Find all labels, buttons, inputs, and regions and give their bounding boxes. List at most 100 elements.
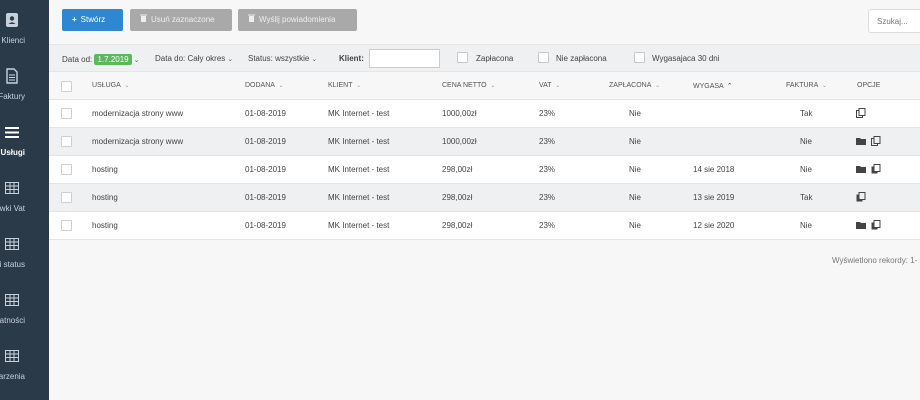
column-header-added[interactable]: Dodana ⌄ [245,82,284,89]
send-notifications-button[interactable]: Wyślij powiadomienia [238,9,357,31]
column-header-expires[interactable]: Wygasa ⌃ [693,83,733,90]
select-all-checkbox[interactable] [61,81,72,92]
column-header-client[interactable]: Klient ⌄ [328,82,362,89]
row-checkbox[interactable] [61,136,72,147]
row-checkbox[interactable] [61,164,72,175]
cell-service: hosting [92,165,118,174]
cell-service: hosting [92,221,118,230]
table-row[interactable]: hosting 01-08-2019 MK Internet - test 29… [49,212,920,240]
create-button[interactable]: + Stwórz [62,9,123,31]
table-icon [5,348,19,364]
cell-paid: Nie [629,193,642,202]
sidebar-item-faktury[interactable]: Faktury [0,56,49,112]
client-label: Klient: [339,54,364,63]
row-checkbox[interactable] [61,192,72,203]
cell-invoice: Tak [800,193,813,202]
records-info: Wyświetlono rekordy: 1- [832,256,918,265]
column-header-vat[interactable]: Vat ⌄ [539,82,561,89]
sidebar-item-platnosci[interactable]: Płatności [0,280,49,336]
sidebar-item-label: Usługi status [0,260,25,269]
create-button-label: Stwórz [80,15,106,24]
sidebar-item-zdarzenia[interactable]: Zdarzenia [0,336,49,392]
sidebar: Klienci Faktury Usługi Stawki Vat Usługi… [0,0,49,400]
date-to-value: Cały okres [187,54,226,63]
table-icon [5,292,19,308]
cell-expires: 12 sie 2020 [693,221,735,230]
cell-service: hosting [92,193,118,202]
sidebar-item-label: Faktury [0,92,25,101]
table-row[interactable]: hosting 01-08-2019 MK Internet - test 29… [49,184,920,212]
date-from-label: Data od: [62,55,93,64]
cell-service: modernizacja strony www [92,137,184,146]
client-input[interactable] [369,49,440,68]
delete-selected-button[interactable]: Usuń zaznaczone [130,9,232,31]
expiring-checkbox[interactable] [634,52,645,63]
sidebar-item-label: Usługi [0,148,25,157]
clone-icon[interactable] [856,192,866,202]
column-header-invoice[interactable]: Faktura ⌄ [786,82,827,89]
status-value: wszystkie [275,54,310,63]
document-icon [5,68,19,84]
cell-added: 01-08-2019 [245,165,286,174]
column-header-service[interactable]: Usługa ⌄ [92,82,130,89]
chevron-down-icon: ⌄ [488,83,496,89]
cell-net-price: 298,00zł [442,193,473,202]
cell-paid: Nie [629,165,642,174]
sidebar-item-uslugi-status[interactable]: Usługi status [0,224,49,280]
cell-paid: Nie [629,109,642,118]
sidebar-item-uslugi[interactable]: Usługi [0,112,49,168]
row-checkbox[interactable] [61,220,72,231]
column-header-paid[interactable]: Zapłacona ⌄ [609,82,661,89]
folder-icon[interactable] [856,220,866,230]
chevron-down-icon: ⌄ [133,57,140,64]
date-from-filter[interactable]: Data od: 1.7.2019 ⌄ [62,54,140,65]
plus-icon: + [72,15,77,24]
clone-icon[interactable] [871,220,881,230]
menu-lines-icon [5,124,19,140]
row-checkbox[interactable] [61,108,72,119]
cell-client: MK Internet - test [328,221,390,230]
unpaid-label: Nie zapłacona [556,54,607,63]
cell-added: 01-08-2019 [245,193,286,202]
clone-icon[interactable] [871,164,881,174]
cell-added: 01-08-2019 [245,137,286,146]
unpaid-checkbox[interactable] [538,52,549,63]
table-icon [5,236,19,252]
delete-selected-label: Usuń zaznaczone [151,15,215,24]
cell-client: MK Internet - test [328,193,390,202]
folder-icon[interactable] [856,136,866,146]
table-header: Usługa ⌄ Dodana ⌄ Klient ⌄ Cena netto ⌄ … [49,72,920,100]
chevron-down-icon: ⌄ [820,83,827,89]
sidebar-item-label: Klienci [1,36,25,45]
sidebar-item-stawki-vat[interactable]: Stawki Vat [0,168,49,224]
copy-icon[interactable] [871,136,881,146]
status-filter[interactable]: Status: wszystkie ⌄ [248,54,317,63]
cell-vat: 23% [539,165,556,174]
chevron-down-icon: ⌄ [553,83,561,89]
date-to-filter[interactable]: Data do: Cały okres ⌄ [155,54,233,63]
sidebar-item-label: Stawki Vat [0,204,25,213]
cell-paid: Nie [629,221,642,230]
cell-vat: 23% [539,221,556,230]
cell-added: 01-08-2019 [245,109,286,118]
cell-net-price: 1000,00zł [442,137,477,146]
contact-card-icon [5,12,19,28]
sidebar-item-klienci[interactable]: Klienci [0,0,49,56]
paid-checkbox[interactable] [457,52,468,63]
cell-invoice: Nie [800,221,813,230]
table-row[interactable]: modernizacja strony www 01-08-2019 MK In… [49,100,920,128]
search-input[interactable] [868,9,920,33]
send-notifications-label: Wyślij powiadomienia [259,15,336,24]
cell-expires: 14 sie 2018 [693,165,735,174]
table-row[interactable]: modernizacja strony www 01-08-2019 MK In… [49,128,920,156]
chevron-down-icon: ⌄ [311,56,318,63]
folder-icon[interactable] [856,164,866,174]
cell-vat: 23% [539,137,556,146]
column-header-options: Opcje [857,82,881,89]
cell-vat: 23% [539,109,556,118]
column-header-net-price[interactable]: Cena netto ⌄ [442,82,496,89]
copy-icon[interactable] [856,108,866,118]
sidebar-item-label: Zdarzenia [0,372,25,381]
table-icon [5,180,19,196]
table-row[interactable]: hosting 01-08-2019 MK Internet - test 29… [49,156,920,184]
